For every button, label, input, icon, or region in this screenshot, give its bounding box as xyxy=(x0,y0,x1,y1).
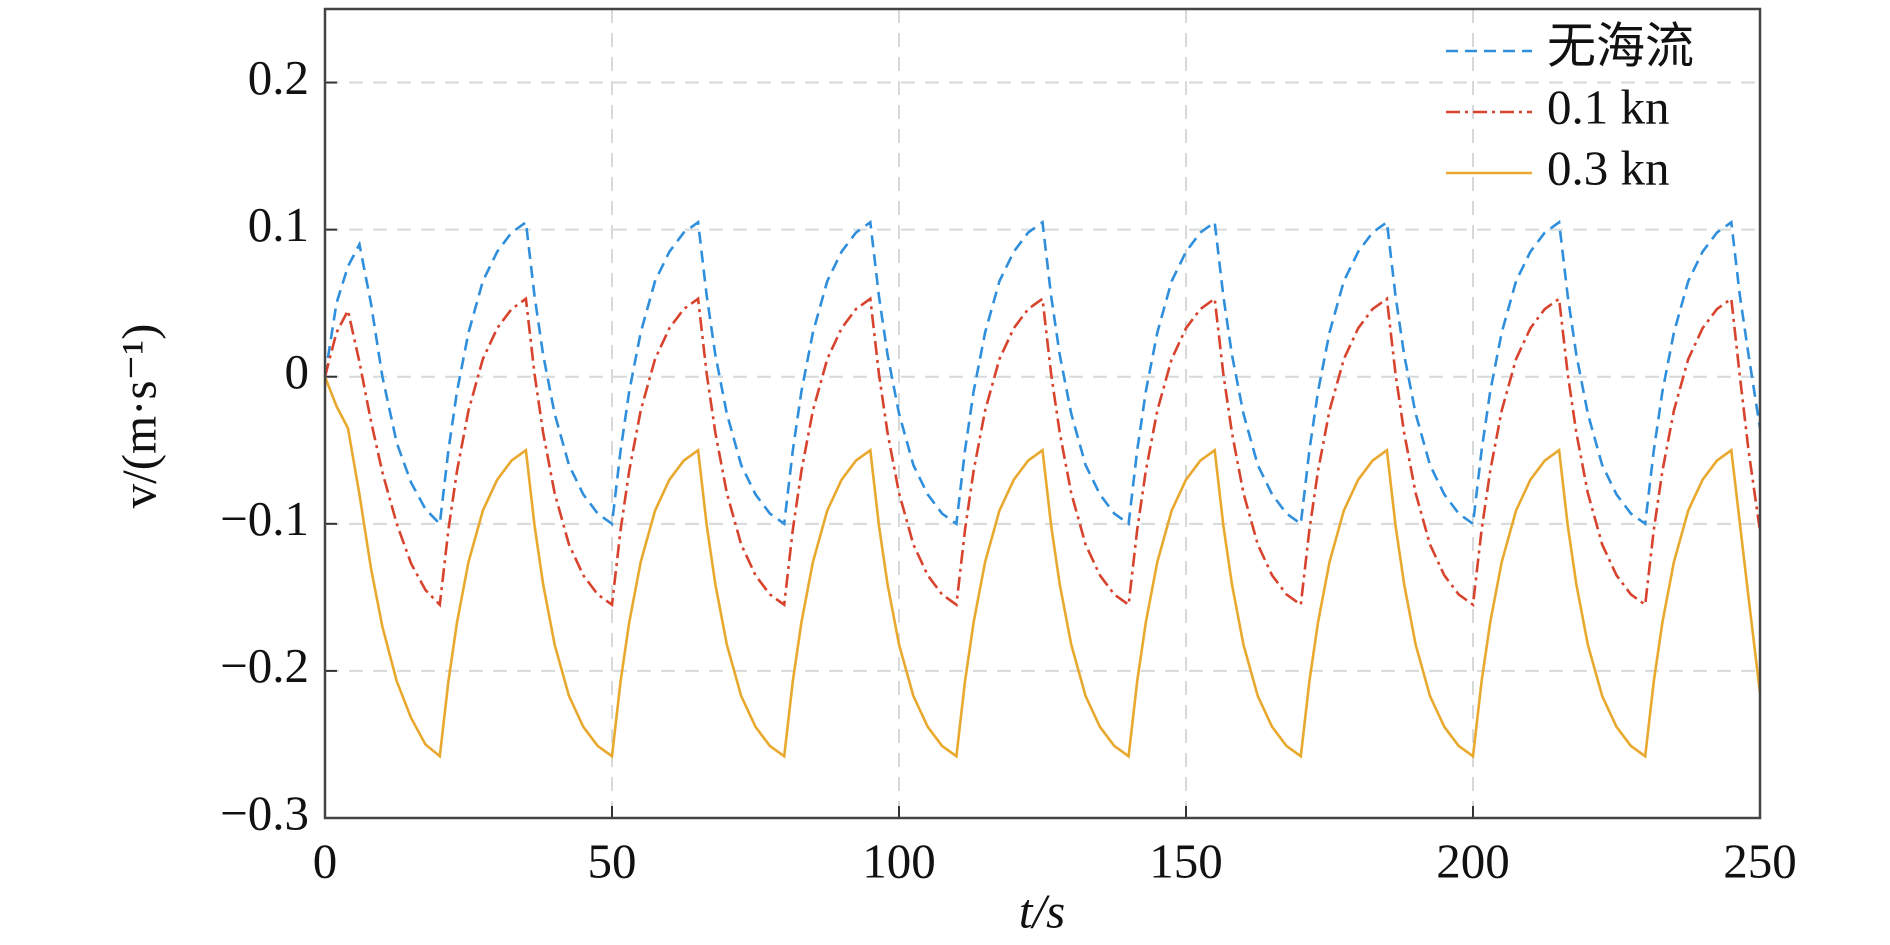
y-tick-label: −0.3 xyxy=(220,785,309,840)
x-tick-label: 100 xyxy=(862,833,936,888)
y-tick-label: 0.1 xyxy=(248,197,309,252)
legend-label: 0.3 kn xyxy=(1547,140,1670,195)
data-line xyxy=(323,296,1762,608)
x-tick-label: 0 xyxy=(313,833,338,888)
x-axis-label: t/s xyxy=(1019,883,1065,938)
y-tick-label: −0.2 xyxy=(220,638,309,693)
y-axis-label: v/(m·s⁻¹) xyxy=(111,324,166,509)
data-line xyxy=(323,219,1762,527)
legend-label: 无海流 xyxy=(1547,18,1694,73)
y-tick-label: 0.2 xyxy=(248,50,309,105)
plot-frame xyxy=(323,7,1762,820)
x-tick-label: 150 xyxy=(1149,833,1223,888)
y-tick-label: −0.1 xyxy=(220,491,309,546)
y-tick-label: 0 xyxy=(285,344,310,399)
data-line xyxy=(323,376,1762,759)
x-tick-label: 250 xyxy=(1723,833,1797,888)
legend-label: 0.1 kn xyxy=(1547,79,1670,134)
x-tick-label: 50 xyxy=(588,833,637,888)
x-tick-label: 200 xyxy=(1436,833,1510,888)
